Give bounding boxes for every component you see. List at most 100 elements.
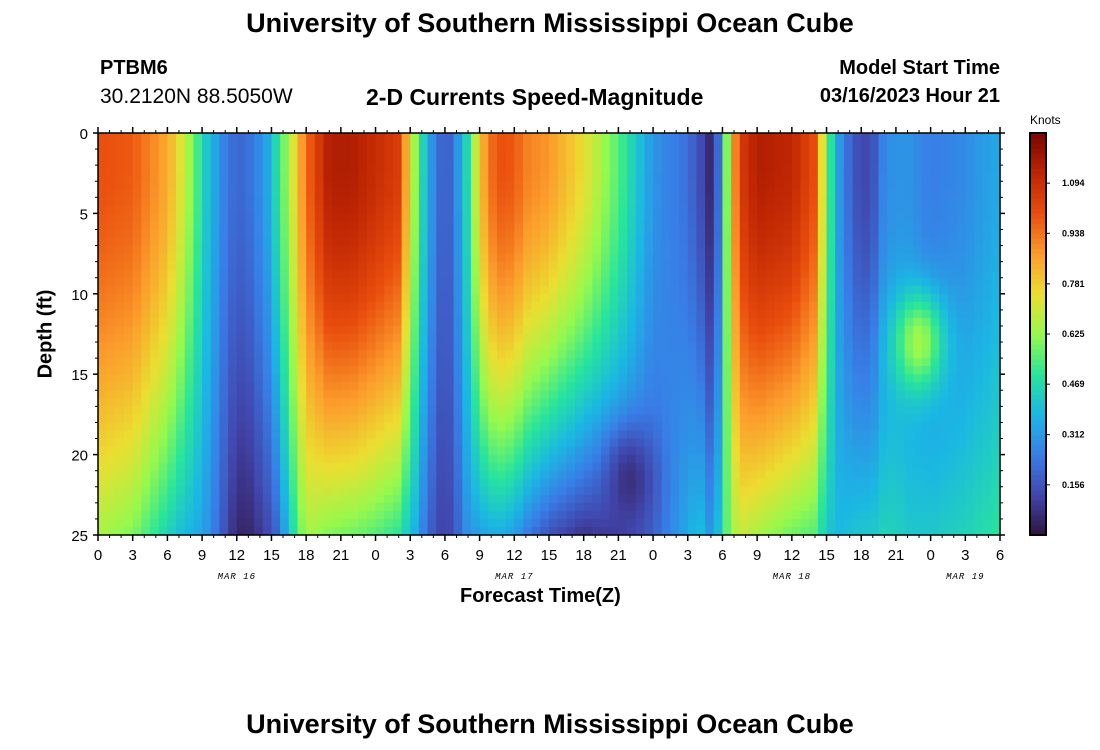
heatmap-cell bbox=[410, 478, 420, 488]
heatmap-cell bbox=[436, 366, 446, 375]
heatmap-cell bbox=[757, 221, 767, 231]
heatmap-cell bbox=[236, 470, 247, 480]
heatmap-cell bbox=[731, 165, 741, 174]
heatmap-cell bbox=[184, 430, 194, 440]
heatmap-cell bbox=[522, 342, 533, 351]
heatmap-cell bbox=[106, 269, 116, 279]
heatmap-cell bbox=[401, 510, 411, 520]
heatmap-cell bbox=[895, 446, 906, 456]
heatmap-cell bbox=[930, 366, 940, 375]
heatmap-cell bbox=[705, 502, 715, 512]
heatmap-cell bbox=[349, 446, 359, 456]
heatmap-cell bbox=[444, 342, 455, 351]
heatmap-cell bbox=[505, 486, 515, 496]
heatmap-cell bbox=[236, 486, 247, 496]
heatmap-cell bbox=[887, 221, 897, 231]
heatmap-cell bbox=[271, 502, 281, 512]
heatmap-cell bbox=[921, 374, 932, 383]
heatmap-cell bbox=[878, 342, 888, 351]
heatmap-cell bbox=[340, 285, 351, 295]
heatmap-cell bbox=[236, 526, 247, 536]
heatmap-cell bbox=[774, 518, 784, 528]
heatmap-cell bbox=[158, 141, 168, 150]
heatmap-cell bbox=[210, 358, 221, 367]
heatmap-cell bbox=[522, 213, 533, 223]
heatmap-cell bbox=[627, 133, 637, 142]
heatmap-cell bbox=[210, 478, 221, 488]
heatmap-cell bbox=[592, 414, 602, 424]
heatmap-cell bbox=[254, 438, 264, 448]
heatmap-cell bbox=[306, 205, 316, 214]
heatmap-cell bbox=[618, 197, 628, 206]
heatmap-cell bbox=[132, 526, 142, 536]
heatmap-cell bbox=[522, 149, 533, 158]
heatmap-cell bbox=[549, 229, 559, 239]
heatmap-cell bbox=[861, 309, 871, 319]
heatmap-cell bbox=[158, 406, 168, 415]
heatmap-cell bbox=[176, 157, 186, 166]
heatmap-cell bbox=[947, 350, 958, 359]
heatmap-cell bbox=[401, 446, 411, 456]
heatmap-cell bbox=[540, 454, 550, 464]
heatmap-cell bbox=[765, 342, 776, 351]
heatmap-cell bbox=[427, 350, 437, 359]
heatmap-cell bbox=[358, 149, 368, 158]
heatmap-cell bbox=[488, 165, 498, 174]
heatmap-cell bbox=[280, 141, 290, 150]
heatmap-cell bbox=[418, 149, 429, 158]
heatmap-cell bbox=[835, 133, 845, 142]
heatmap-cell bbox=[297, 422, 307, 432]
heatmap-cell bbox=[575, 197, 585, 206]
heatmap-cell bbox=[713, 205, 724, 214]
heatmap-cell bbox=[852, 173, 862, 182]
heatmap-cell bbox=[843, 301, 854, 311]
heatmap-cell bbox=[401, 462, 411, 472]
heatmap-cell bbox=[627, 398, 637, 407]
heatmap-cell bbox=[583, 390, 593, 399]
heatmap-cell bbox=[947, 382, 958, 391]
heatmap-cell bbox=[410, 446, 420, 456]
heatmap-cell bbox=[791, 293, 802, 303]
heatmap-cell bbox=[817, 269, 828, 279]
heatmap-cell bbox=[843, 269, 854, 279]
heatmap-cell bbox=[349, 285, 359, 295]
heatmap-cell bbox=[210, 430, 221, 440]
heatmap-cell bbox=[228, 422, 238, 432]
heatmap-cell bbox=[644, 438, 654, 448]
heatmap-cell bbox=[384, 494, 394, 504]
heatmap-cell bbox=[618, 350, 628, 359]
heatmap-cell bbox=[540, 173, 550, 182]
heatmap-cell bbox=[861, 165, 871, 174]
heatmap-cell bbox=[340, 510, 351, 520]
heatmap-cell bbox=[202, 446, 212, 456]
heatmap-cell bbox=[418, 470, 429, 480]
heatmap-cell bbox=[488, 334, 498, 343]
heatmap-cell bbox=[696, 165, 706, 174]
heatmap-cell bbox=[332, 398, 342, 407]
heatmap-cell bbox=[228, 390, 238, 399]
heatmap-cell bbox=[245, 173, 255, 182]
heatmap-cell bbox=[687, 237, 698, 247]
heatmap-cell bbox=[627, 342, 637, 351]
heatmap-cell bbox=[358, 518, 368, 528]
heatmap-cell bbox=[288, 414, 299, 424]
heatmap-cell bbox=[115, 165, 125, 174]
heatmap-cell bbox=[366, 358, 377, 367]
heatmap-cell bbox=[557, 229, 567, 239]
heatmap-cell bbox=[193, 350, 203, 359]
heatmap-cell bbox=[332, 213, 342, 223]
heatmap-cell bbox=[791, 157, 802, 166]
heatmap-cell bbox=[496, 301, 507, 311]
heatmap-cell bbox=[193, 221, 203, 231]
heatmap-cell bbox=[392, 526, 403, 536]
heatmap-cell bbox=[609, 213, 619, 223]
heatmap-cell bbox=[731, 494, 741, 504]
heatmap-cell bbox=[592, 486, 602, 496]
heatmap-cell bbox=[566, 221, 576, 231]
heatmap-cell bbox=[297, 325, 307, 335]
heatmap-cell bbox=[288, 422, 299, 432]
heatmap-cell bbox=[479, 261, 489, 271]
heatmap-cell bbox=[280, 213, 290, 223]
heatmap-cell bbox=[358, 478, 368, 488]
heatmap-cell bbox=[470, 446, 481, 456]
